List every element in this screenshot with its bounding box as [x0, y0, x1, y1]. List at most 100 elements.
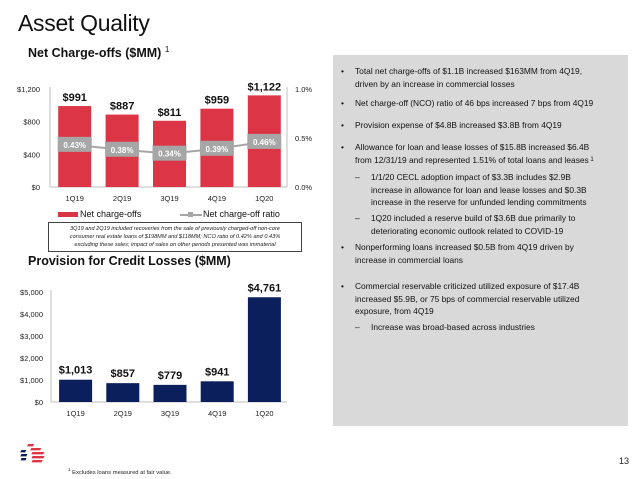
- y2-tick-label: 0.0%: [295, 183, 312, 192]
- ratio-label: 0.34%: [158, 150, 181, 159]
- ratio-label: 0.43%: [63, 141, 86, 150]
- x-tick-label: 2Q19: [114, 409, 132, 418]
- legend-marker-ratio: [188, 212, 193, 217]
- bullet-item: • Commercial reservable criticized utiliz…: [341, 280, 580, 318]
- bullet-line: 1Q20 included a reserve build of $3.6B d…: [371, 213, 576, 223]
- sub-bullet-item: – 1Q20 included a reserve build of $3.6B …: [355, 212, 576, 237]
- ratio-point: [199, 140, 234, 156]
- y-tick-label: $3,000: [20, 332, 43, 341]
- x-tick-label: 2Q19: [113, 194, 131, 203]
- provision-bar: [200, 381, 234, 402]
- bullet-marker: •: [341, 281, 344, 291]
- dash-marker: –: [355, 213, 360, 223]
- ratio-point: [105, 141, 140, 157]
- page-title: Asset Quality: [18, 10, 150, 36]
- ratio-point: [57, 136, 92, 152]
- ratio-point: [247, 133, 282, 149]
- y-tick-label: $4,000: [20, 310, 43, 319]
- legend-swatch-nco: [58, 212, 78, 217]
- ratio-point: [152, 145, 187, 161]
- bullet-line: Commercial reservable criticized utilize…: [355, 281, 580, 291]
- bullet-line: Total net charge-offs of $1.1B increased…: [355, 66, 583, 76]
- dash-marker: –: [355, 322, 360, 332]
- bullet-line: driven by an increase in commercial loss…: [355, 78, 515, 89]
- x-tick-label: 1Q20: [255, 409, 273, 418]
- ratio-label: 0.46%: [253, 138, 276, 147]
- y2-tick-label: 1.0%: [295, 85, 312, 94]
- bullet-marker: •: [341, 120, 344, 130]
- nco-bar-label: $887: [110, 101, 134, 113]
- provision-section-title: Provision for Credit Losses ($MM): [28, 254, 231, 268]
- bullet-line: Provision expense of $4.8B increased $3.…: [355, 120, 562, 130]
- y-tick-label: $800: [23, 118, 40, 127]
- bullet-line: 1/1/20 CECL adoption impact of $3.3B inc…: [371, 172, 571, 182]
- bank-logo-icon: [20, 444, 45, 463]
- bullet-item: • Total net charge-offs of $1.1B increase…: [341, 65, 583, 90]
- provision-bar: [106, 383, 140, 402]
- bullet-superscript: 1: [588, 156, 594, 163]
- bullet-line: deteriorating economic outlook related t…: [371, 225, 564, 236]
- footnote-marker: 1: [68, 467, 71, 472]
- ratio-label: 0.39%: [206, 145, 229, 154]
- footnote: 1 Excludes loans measured at fair value.: [68, 467, 172, 476]
- legend-label-ratio: Net charge-off ratio: [203, 209, 280, 219]
- y-tick-label: $1,200: [17, 85, 40, 94]
- bullet-line: increase in allowance for loan and lease…: [371, 184, 587, 195]
- x-tick-label: 1Q19: [66, 409, 84, 418]
- y-tick-label: $5,000: [20, 288, 43, 297]
- note-line: 3Q19 and 2Q19 included recoveries from t…: [70, 226, 280, 232]
- x-tick-label: 1Q20: [255, 194, 273, 203]
- nco-title-superscript: 1: [164, 45, 170, 54]
- note-line: consumer real estate loans of $198MM and…: [69, 234, 281, 240]
- nco-note-box: 3Q19 and 2Q19 included recoveries from t…: [48, 222, 302, 252]
- x-tick-label: 4Q19: [208, 409, 226, 418]
- x-tick-label: 1Q19: [66, 194, 84, 203]
- nco-bar-label: $811: [158, 107, 182, 119]
- nco-bar-label: $1,122: [247, 81, 281, 93]
- nco-legend: Net charge-offs Net charge-off ratio: [58, 209, 298, 221]
- provision-bar-label: $4,761: [248, 282, 282, 294]
- bullet-item: • Provision expense of $4.8B increased $3…: [341, 119, 562, 132]
- provision-bar: [153, 384, 187, 402]
- note-line: excluding these sales; impact of sales o…: [74, 242, 276, 248]
- x-tick-label: 3Q19: [160, 194, 178, 203]
- provision-chart: $0 $1,000 $2,000 $3,000 $4,000 $5,000 $1,013 1Q…: [20, 282, 287, 418]
- nco-bar-label: $959: [205, 95, 229, 107]
- commentary-panel: • Total net charge-offs of $1.1B increase…: [333, 55, 628, 426]
- bullet-marker: •: [341, 66, 344, 76]
- bullet-item: • Nonperforming loans increased $0.5B fro…: [341, 241, 574, 266]
- bullet-line: Increase was broad-based across industri…: [371, 322, 535, 332]
- provision-bar-label: $857: [111, 368, 135, 380]
- y-tick-label: $0: [32, 183, 40, 192]
- legend-label-nco: Net charge-offs: [80, 209, 142, 219]
- provision-bar-label: $779: [158, 370, 182, 382]
- ratio-label: 0.38%: [111, 146, 134, 155]
- bullet-line: exposure, from 4Q19: [355, 306, 434, 316]
- x-tick-label: 4Q19: [208, 194, 226, 203]
- y2-tick-label: 0.5%: [295, 134, 312, 143]
- y-tick-label: $2,000: [20, 354, 43, 363]
- x-tick-label: 3Q19: [161, 409, 179, 418]
- nco-bar-label: $991: [62, 92, 86, 104]
- footnote-text: Excludes loans measured at fair value.: [72, 469, 172, 476]
- bullet-marker: •: [341, 242, 344, 252]
- sub-bullet-item: – 1/1/20 CECL adoption impact of $3.3B in…: [355, 171, 587, 209]
- provision-bar: [59, 379, 93, 402]
- y-tick-label: $400: [23, 150, 40, 159]
- provision-bar-label: $941: [205, 366, 229, 378]
- bullet-line: increase in commercial loans: [355, 254, 463, 265]
- bullet-line: Allowance for loan and lease losses of $…: [355, 142, 590, 152]
- bullet-marker: •: [341, 98, 344, 108]
- bullet-line: Net charge-off (NCO) ratio of 46 bps inc…: [355, 98, 594, 108]
- bullet-line: Nonperforming loans increased $0.5B from…: [355, 242, 574, 252]
- bullet-marker: •: [341, 142, 344, 152]
- y-tick-label: $1,000: [20, 376, 43, 385]
- bullet-line: from 12/31/19 and represented 1.51% of t…: [355, 154, 594, 165]
- bullet-line: increased $5.9B, or 75 bps of commercial…: [355, 293, 580, 304]
- y-tick-label: $0: [35, 398, 43, 407]
- nco-chart: $0 $400 $800 $1,200 0.0% 0.5% 1.0% $991 1Q19 $887…: [17, 81, 312, 203]
- dash-marker: –: [355, 172, 360, 182]
- bullet-item: • Allowance for loan and lease losses of …: [341, 141, 594, 166]
- nco-section-title: Net Charge-offs ($MM) 1: [28, 45, 170, 60]
- provision-bar: [247, 297, 281, 402]
